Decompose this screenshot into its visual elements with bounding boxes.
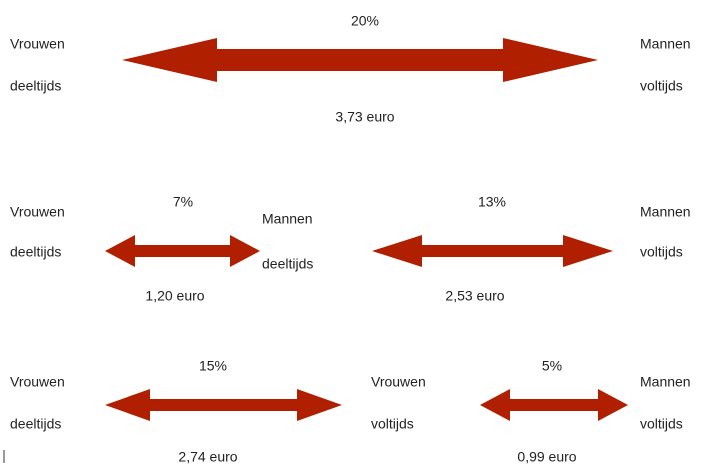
percent-label: 15%	[199, 358, 227, 374]
node-label: Vrouwen	[10, 204, 65, 220]
node-label: voltijds	[371, 416, 414, 432]
double-arrow	[372, 235, 613, 267]
node-label: voltijds	[640, 244, 683, 260]
node-label: deeltijds	[10, 416, 61, 432]
amount-label: 2,53 euro	[445, 288, 504, 304]
node-label: Mannen	[640, 36, 691, 52]
node-label: Vrouwen	[10, 374, 65, 390]
double-arrow	[105, 235, 260, 267]
amount-label: 2,74 euro	[178, 449, 237, 465]
amount-label: 1,20 euro	[145, 288, 204, 304]
percent-label: 20%	[351, 13, 379, 29]
node-label: Mannen	[262, 211, 313, 227]
node-label: Mannen	[640, 204, 691, 220]
percent-label: 5%	[542, 358, 562, 374]
amount-label: 3,73 euro	[335, 109, 394, 125]
node-label: Vrouwen	[371, 374, 426, 390]
amount-label: 0,99 euro	[517, 449, 576, 465]
node-label: Mannen	[640, 374, 691, 390]
node-label: deeltijds	[10, 78, 61, 94]
percent-label: 13%	[478, 194, 506, 210]
node-label: voltijds	[640, 78, 683, 94]
double-arrow	[480, 389, 628, 421]
double-arrow	[105, 389, 342, 421]
node-label: Vrouwen	[10, 36, 65, 52]
double-arrow	[122, 38, 598, 82]
node-label: deeltijds	[10, 244, 61, 260]
node-label: deeltijds	[262, 256, 313, 272]
percent-label: 7%	[173, 194, 193, 210]
node-label: voltijds	[640, 416, 683, 432]
